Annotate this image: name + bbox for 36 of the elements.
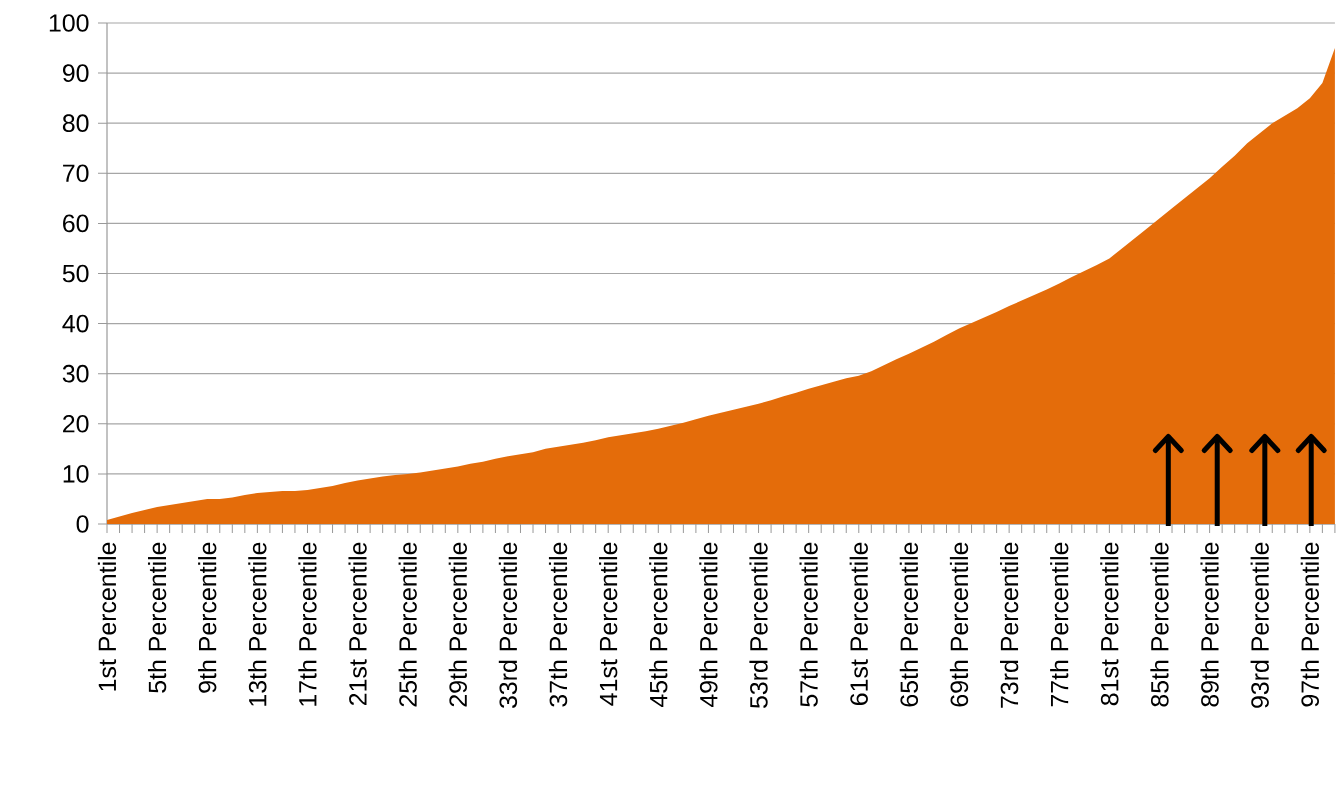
x-tick-label: 73rd Percentile (999, 542, 1019, 708)
x-tick-label: 77th Percentile (1050, 542, 1069, 707)
x-tick-label: 69th Percentile (949, 542, 969, 707)
y-tick-label: 90 (62, 64, 89, 82)
x-tick-label: 49th Percentile (699, 542, 718, 708)
x-tick-label: 89th Percentile (1200, 542, 1219, 707)
y-tick-label: 40 (62, 314, 89, 333)
y-tick-label: 50 (62, 264, 89, 283)
y-tick-label: 60 (63, 214, 89, 233)
y-tick-label: 100 (49, 14, 89, 32)
x-tick-label: 13th Percentile (248, 542, 267, 706)
x-tick-label: 21st Percentile (348, 542, 367, 705)
x-tick-label: 9th Percentile (198, 542, 217, 693)
x-tick-label: 1st Percentile (97, 542, 117, 691)
y-tick-label: 80 (62, 114, 89, 133)
x-tick-label: 41st Percentile (599, 542, 618, 706)
x-tick-label: 81st Percentile (1100, 542, 1119, 706)
x-tick-label: 5th Percentile (147, 542, 167, 693)
x-tick-label: 53rd Percentile (749, 542, 768, 709)
x-tick-label: 29th Percentile (448, 542, 467, 707)
x-tick-label: 45th Percentile (649, 542, 668, 708)
x-tick-label: 57th Percentile (799, 542, 818, 707)
x-tick-label: 17th Percentile (298, 542, 317, 706)
x-tick-label: 93rd Percentile (1250, 542, 1269, 708)
y-tick-label: 30 (62, 364, 89, 383)
x-tick-label: 97th Percentile (1300, 542, 1319, 707)
y-tick-label: 20 (63, 414, 89, 433)
x-tick-label: 61st Percentile (849, 542, 868, 705)
y-tick-label: 10 (63, 465, 89, 483)
x-tick-label: 33rd Percentile (498, 542, 518, 709)
x-tick-label: 25th Percentile (398, 542, 417, 707)
y-tick-label: 0 (76, 515, 89, 533)
x-tick-label: 85th Percentile (1150, 542, 1169, 707)
x-tick-label: 65th Percentile (899, 542, 919, 707)
y-tick-label: 70 (63, 164, 89, 183)
x-tick-label: 37th Percentile (548, 542, 568, 707)
